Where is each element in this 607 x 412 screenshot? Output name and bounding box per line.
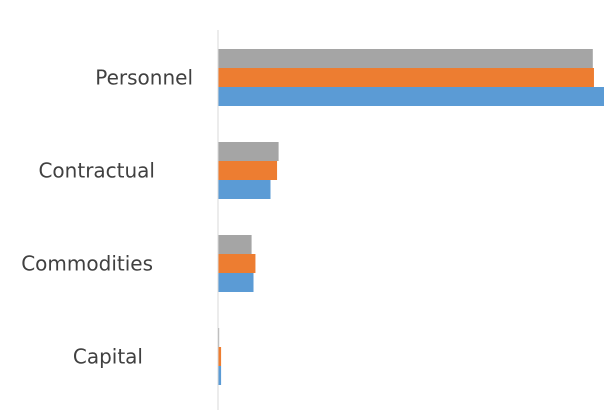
category-label-personnel: Personnel: [95, 66, 193, 90]
category-label-contractual: Contractual: [38, 159, 155, 183]
bar-capital-series-3: [218, 328, 220, 347]
bar-contractual-series-3: [218, 142, 279, 161]
category-label-capital: Capital: [73, 345, 143, 369]
bar-personnel-series-2: [218, 68, 594, 87]
bar-commodities-series-2: [218, 254, 256, 273]
bar-personnel-series-3: [218, 49, 593, 68]
bar-commodities-series-3: [218, 235, 252, 254]
bar-personnel-series-1: [218, 87, 604, 106]
bars-layer: [218, 49, 604, 385]
bar-contractual-series-2: [218, 161, 278, 180]
bar-contractual-series-1: [218, 180, 271, 199]
bar-capital-series-2: [218, 347, 222, 366]
category-labels: Personnel Contractual Commodities Capital: [21, 66, 193, 369]
bar-capital-series-1: [218, 366, 222, 385]
bar-commodities-series-1: [218, 273, 254, 292]
category-label-commodities: Commodities: [21, 252, 153, 276]
